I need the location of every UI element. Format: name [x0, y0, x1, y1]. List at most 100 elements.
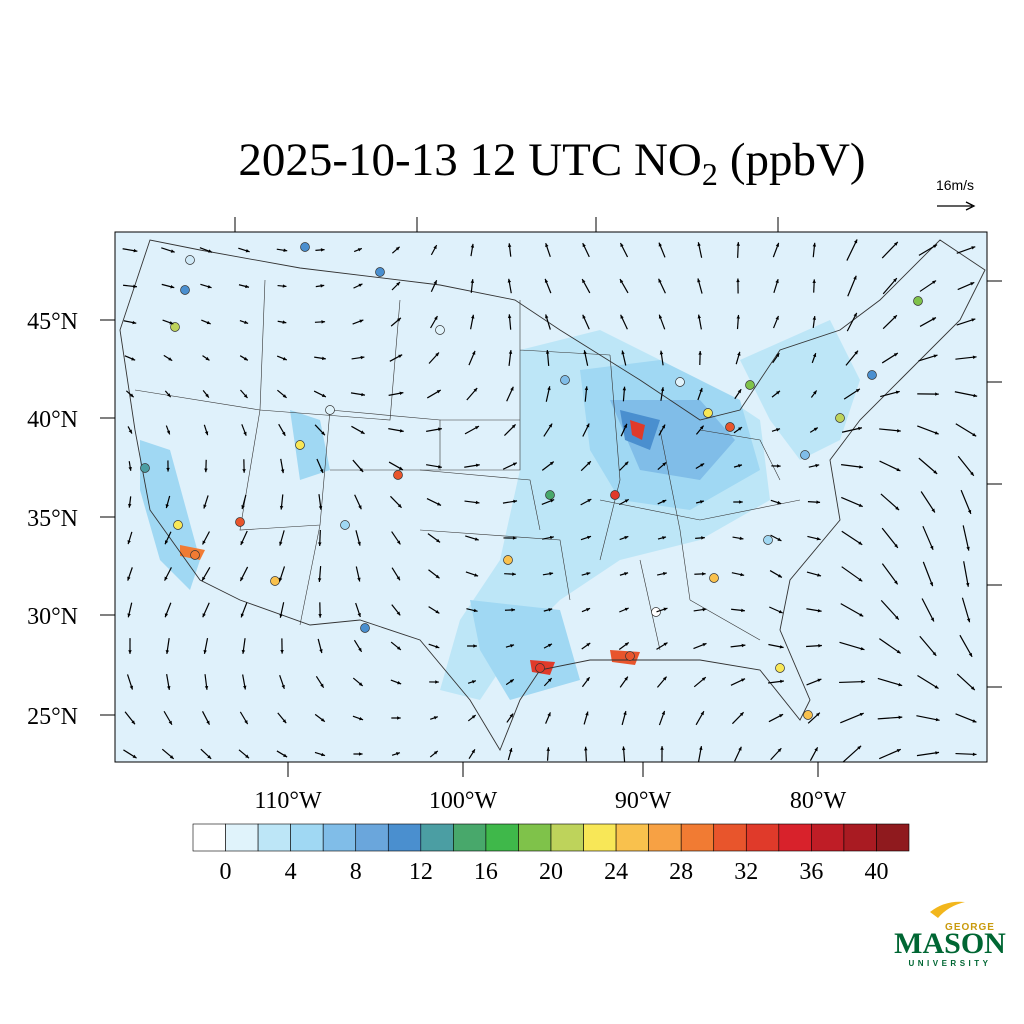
state-line: [599, 354, 801, 651]
wind-arrow-head: [697, 242, 701, 247]
colorbar-label: 0: [220, 859, 232, 885]
wind-arrow-head: [549, 461, 554, 466]
wind-arrow-head: [242, 469, 246, 473]
concentration-field: [140, 320, 860, 700]
station: [560, 375, 570, 385]
wind-arrow: [881, 527, 899, 549]
lon-label: 100°W: [429, 788, 498, 814]
wind-arrow-head: [512, 462, 517, 466]
wind-arrow-head: [168, 357, 173, 361]
wind-arrow: [917, 675, 939, 689]
colorbar-box: [322, 823, 357, 852]
wind-arrow-head: [699, 500, 704, 504]
wind-arrow-head: [321, 320, 326, 324]
wind-arrow-head: [279, 541, 283, 546]
wind-arrow-head: [357, 541, 361, 546]
wind-arrow: [841, 496, 863, 508]
wind-arrow-head: [471, 715, 476, 719]
station: [535, 663, 545, 673]
lat-label: 40°N: [27, 407, 78, 433]
wind-arrow-head: [202, 613, 206, 618]
wind-arrow: [916, 751, 940, 757]
wind-arrow-head: [510, 386, 514, 391]
map-area: [100, 217, 1002, 777]
wind-arrow-head: [474, 537, 479, 541]
wind-arrow: [879, 638, 901, 654]
wind-arrow-head: [701, 677, 706, 681]
wind-arrow-head: [894, 580, 898, 585]
wind-arrow-head: [512, 536, 517, 540]
station: [745, 380, 755, 390]
wind-arrow-head: [397, 681, 402, 685]
wind-arrow-head: [859, 465, 863, 469]
wind-arrow-head: [320, 284, 325, 288]
wind-arrow-head: [165, 540, 169, 545]
colorbar-box: [225, 823, 259, 852]
colorbar-label: 16: [474, 859, 498, 885]
wind-arrow-head: [437, 502, 442, 506]
wind-arrow-head: [775, 279, 779, 284]
wind-arrow-head: [620, 314, 624, 319]
wind-arrow-head: [854, 350, 859, 355]
wind-arrow-head: [474, 426, 479, 430]
wind-arrow-head: [167, 686, 171, 690]
wind-arrow-head: [170, 285, 175, 289]
wind-arrow-head: [207, 755, 212, 759]
wind-arrow-head: [435, 574, 440, 579]
wind-arrow-head: [544, 278, 549, 283]
wind-arrow-head: [473, 608, 478, 613]
colorbar-label: 24: [604, 859, 628, 885]
wind-arrow-head: [132, 754, 137, 759]
wind-arrow-head: [202, 576, 206, 581]
wind-arrow-head: [777, 574, 782, 578]
wind-arrow-head: [972, 432, 977, 437]
title-subscript: 2: [702, 156, 718, 192]
station: [140, 463, 150, 473]
wind-reference-head: [965, 201, 976, 211]
wind-arrow-head: [855, 388, 860, 393]
wind-arrow-head: [816, 500, 821, 504]
wind-arrow: [957, 455, 975, 477]
colorbar-box: [420, 823, 454, 852]
wind-arrow-head: [699, 425, 704, 430]
lon-label: 90°W: [615, 788, 672, 814]
wind-arrow-head: [738, 464, 742, 468]
wind-arrow-head: [471, 749, 475, 754]
wind-arrow-head: [778, 609, 783, 614]
wind-arrow: [842, 745, 862, 763]
wind-arrow: [960, 489, 972, 515]
wind-arrow-head: [549, 535, 554, 540]
wind-arrow-head: [816, 537, 821, 541]
wind-arrow-head: [741, 678, 746, 682]
wind-arrow-head: [662, 572, 667, 576]
wind-arrow-head: [435, 352, 439, 357]
wind-arrow-head: [319, 649, 323, 654]
wind-arrow: [839, 680, 865, 684]
wind-arrow-head: [395, 752, 400, 756]
station: [270, 576, 280, 586]
colorbar-box: [387, 823, 422, 852]
wind-arrow-head: [700, 463, 705, 467]
wind-arrow-head: [359, 319, 364, 323]
wind-arrow-head: [624, 676, 628, 681]
wind-arrow-head: [166, 467, 170, 472]
colorbar-box: [257, 823, 291, 852]
colorbar-box: [713, 823, 747, 852]
wind-arrow-head: [586, 423, 590, 428]
wind-arrow-head: [165, 504, 169, 509]
wind-arrow-head: [436, 390, 441, 394]
wind-arrow-head: [970, 686, 975, 691]
wind-arrow-head: [243, 394, 248, 398]
wind-arrow: [955, 423, 977, 437]
wind-arrow-head: [321, 431, 325, 436]
logo-swoosh: [930, 901, 965, 918]
wind-arrow-head: [164, 613, 169, 618]
wind-arrow-head: [281, 684, 285, 689]
wind-arrow-head: [895, 615, 899, 620]
lat-label: 25°N: [27, 704, 78, 730]
wind-arrow: [963, 561, 969, 587]
wind-arrow-head: [128, 503, 132, 508]
wind-arrow-head: [434, 315, 438, 320]
colorbar-box: [876, 823, 910, 852]
wind-vectors: [122, 239, 978, 763]
